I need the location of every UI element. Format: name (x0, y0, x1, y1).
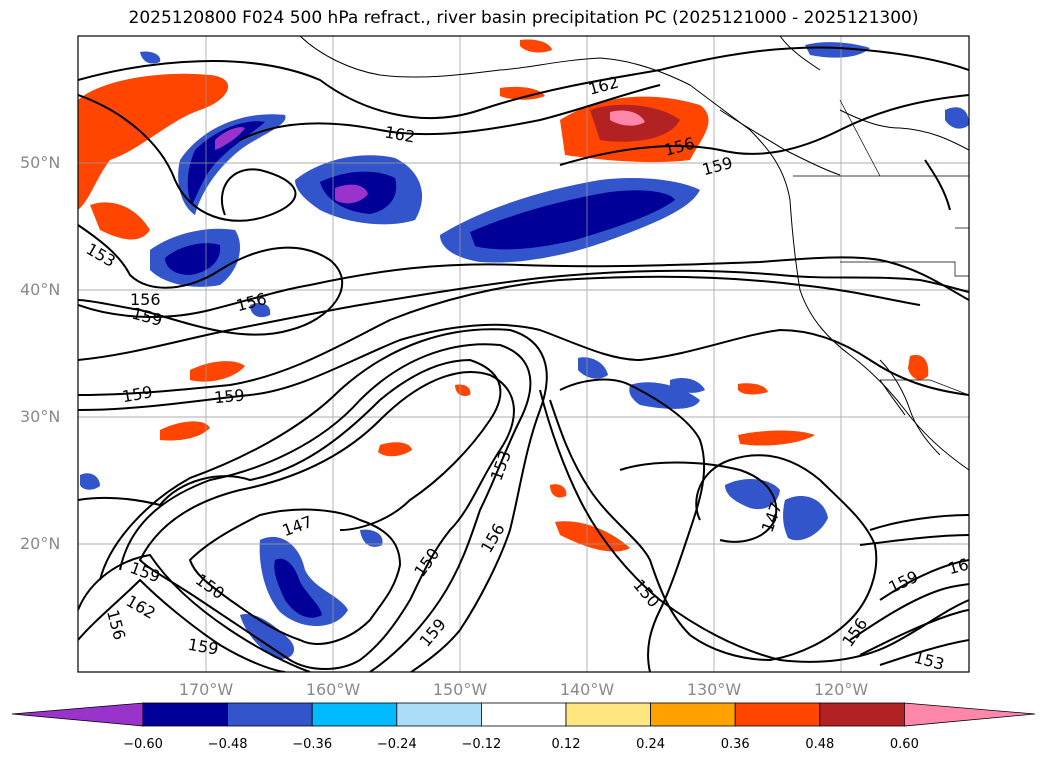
coastlines (299, 36, 969, 471)
lat-label: 30°N (20, 407, 61, 426)
precip-negative-area (470, 190, 675, 250)
lon-label: 130°W (686, 680, 742, 699)
contour-label: 16 (946, 555, 971, 579)
colorbar-tick-label: −0.24 (376, 737, 417, 752)
precip-positive-area (160, 421, 210, 441)
precip-negative-area (945, 107, 969, 129)
contour-label: 150 (410, 544, 443, 580)
colorbar (11, 702, 1036, 727)
lat-label: 20°N (20, 534, 61, 553)
precip-negative-area (578, 357, 608, 379)
contour-label: 159 (886, 567, 922, 597)
colorbar-bin (734, 702, 821, 727)
contour-label: 153 (912, 648, 946, 674)
contour-label: 156 (103, 608, 129, 642)
contour-label: 153 (83, 239, 119, 271)
colorbar-bin (650, 702, 736, 727)
precip-positive-area (550, 484, 567, 498)
map-frame (77, 35, 970, 673)
contour-label: 159 (128, 558, 163, 586)
colorbar-min-extension (11, 702, 144, 727)
precip-negative-area (360, 529, 383, 547)
contour-label: 162 (383, 123, 416, 147)
precip-positive-area (378, 442, 412, 457)
colorbar-tick-label: 0.36 (720, 737, 750, 752)
lon-label: 120°W (813, 680, 869, 699)
precip-negative-area (335, 184, 368, 204)
colorbar-bin (565, 702, 651, 727)
lat-label: 40°N (20, 280, 61, 299)
contour-label: 156 (130, 290, 161, 309)
precip-negative-area (240, 614, 295, 659)
contour-label: 159 (121, 382, 154, 406)
colorbar-tick-label: 0.12 (551, 737, 581, 752)
lon-label: 150°W (432, 680, 488, 699)
contour-label: 162 (586, 72, 620, 98)
colorbar-tick-label: 0.60 (889, 737, 919, 752)
precip-negative-area (783, 496, 828, 541)
colorbar-tick-label: 0.24 (636, 737, 666, 752)
colorbar-bin (396, 702, 482, 727)
colorbar-tick-label: −0.12 (461, 737, 502, 752)
colorbar-tick-label: −0.60 (123, 737, 163, 752)
contour-label: 153 (487, 448, 515, 483)
precip-negative-shading (80, 42, 969, 659)
colorbar-tick-label: 0.48 (805, 737, 835, 752)
precip-negative-area (178, 114, 286, 215)
precip-positive-area (455, 384, 471, 396)
contour-label: 162 (123, 591, 159, 623)
refractivity-contours (78, 46, 969, 672)
contour-label: 159 (213, 386, 245, 408)
precip-positive-area (738, 383, 768, 395)
contour-label: 147 (280, 512, 315, 540)
precip-positive-area (520, 39, 552, 53)
precip-negative-area (805, 42, 870, 58)
precip-negative-area (140, 51, 161, 64)
colorbar-tick-label: −0.48 (207, 737, 248, 752)
precip-positive-area (500, 86, 545, 100)
precip-negative-area (629, 382, 700, 409)
colorbar-bin (142, 702, 228, 727)
graticule (78, 36, 969, 672)
precip-positive-area (555, 521, 630, 552)
precip-positive-area (90, 202, 150, 240)
colorbar-bin (819, 702, 905, 727)
precip-negative-area (187, 121, 265, 205)
precip-positive-area (78, 73, 229, 210)
precip-positive-area (610, 110, 645, 126)
precip-negative-area (80, 473, 100, 490)
contour-label: 159 (700, 153, 734, 179)
precip-negative-area (250, 303, 271, 318)
precip-negative-area (215, 127, 245, 150)
lat-label: 50°N (20, 153, 61, 172)
map-title: 2025120800 F024 500 hPa refract., river … (128, 8, 919, 28)
precip-negative-area (274, 558, 322, 618)
colorbar-bin (227, 702, 313, 727)
contour-label: 156 (838, 614, 871, 650)
precip-positive-area (190, 361, 245, 382)
precip-negative-area (670, 378, 705, 393)
contour-label: 159 (186, 635, 219, 659)
borders (793, 99, 969, 396)
lon-label: 160°W (305, 680, 361, 699)
colorbar-bin (480, 702, 567, 727)
precip-positive-area (738, 430, 815, 446)
contour-label: 156 (477, 520, 509, 556)
colorbar-max-extension (904, 702, 1036, 727)
lon-label: 170°W (178, 680, 234, 699)
precip-positive-area (908, 354, 929, 380)
colorbar-bin (311, 702, 398, 727)
colorbar-tick-label: −0.36 (292, 737, 333, 752)
lon-label: 140°W (559, 680, 615, 699)
